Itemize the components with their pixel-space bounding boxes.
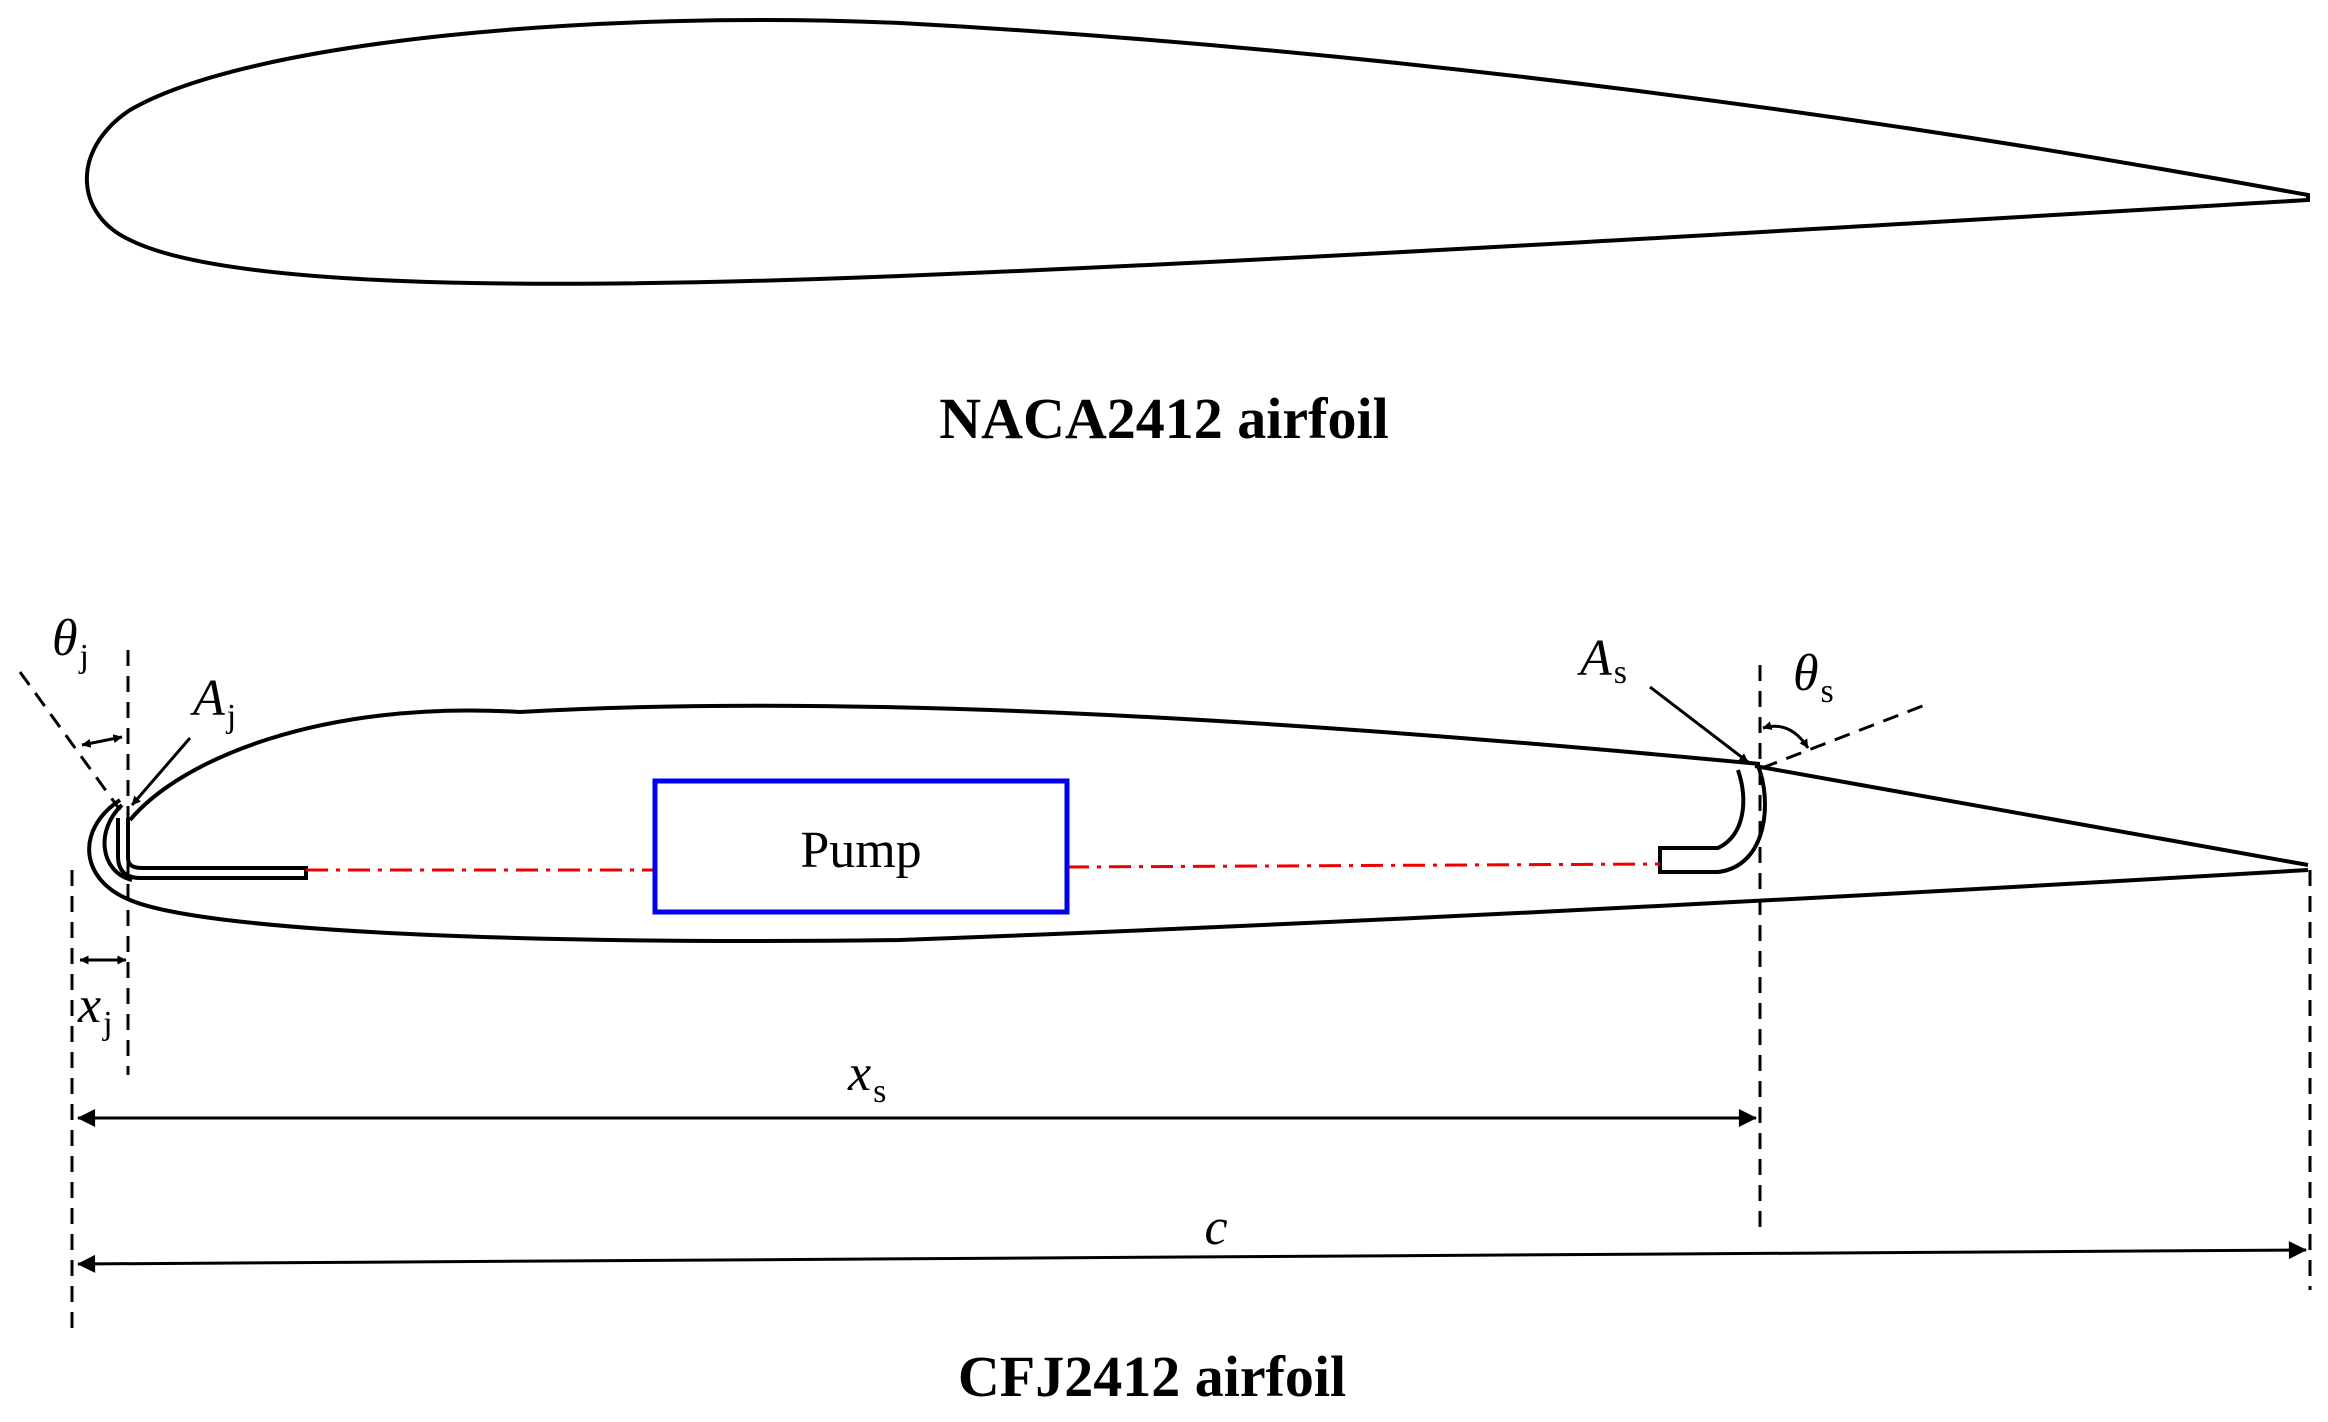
injection-duct (116, 818, 308, 880)
a-s-leader (1649, 685, 1749, 764)
a-j-leader (130, 737, 192, 806)
duct-line-right (1066, 862, 1661, 869)
a-s-label: As (1577, 630, 1627, 691)
suction-duct (1658, 765, 1767, 874)
bottom-caption: CFJ2412 airfoil (958, 1344, 1346, 1409)
x-s-label: xs (847, 1045, 886, 1110)
a-j-label: Aj (190, 670, 236, 735)
cfj-lower-surface (87, 798, 2309, 943)
cfj-upper-surface (128, 703, 1761, 822)
cfj-injection-lip (102, 803, 133, 882)
theta-j-label: θj (52, 610, 89, 675)
pump-box (652, 778, 1070, 915)
theta-s-label: θs (1793, 645, 1834, 710)
top-caption: NACA2412 airfoil (939, 386, 1388, 451)
theta-s-arrow (1762, 721, 1810, 749)
theta-j-arrow (81, 734, 123, 748)
chord-dimension-arrow (77, 1241, 2307, 1273)
chord-label: c (1204, 1199, 1227, 1256)
pump-label: Pump (800, 822, 921, 879)
x-j-label: xj (77, 977, 113, 1042)
suction-angle-line (1761, 703, 1926, 770)
naca2412-airfoil-outline (84, 18, 2310, 286)
injection-angle-line (18, 671, 122, 811)
cfj-aft-upper-surface (1754, 764, 2309, 867)
